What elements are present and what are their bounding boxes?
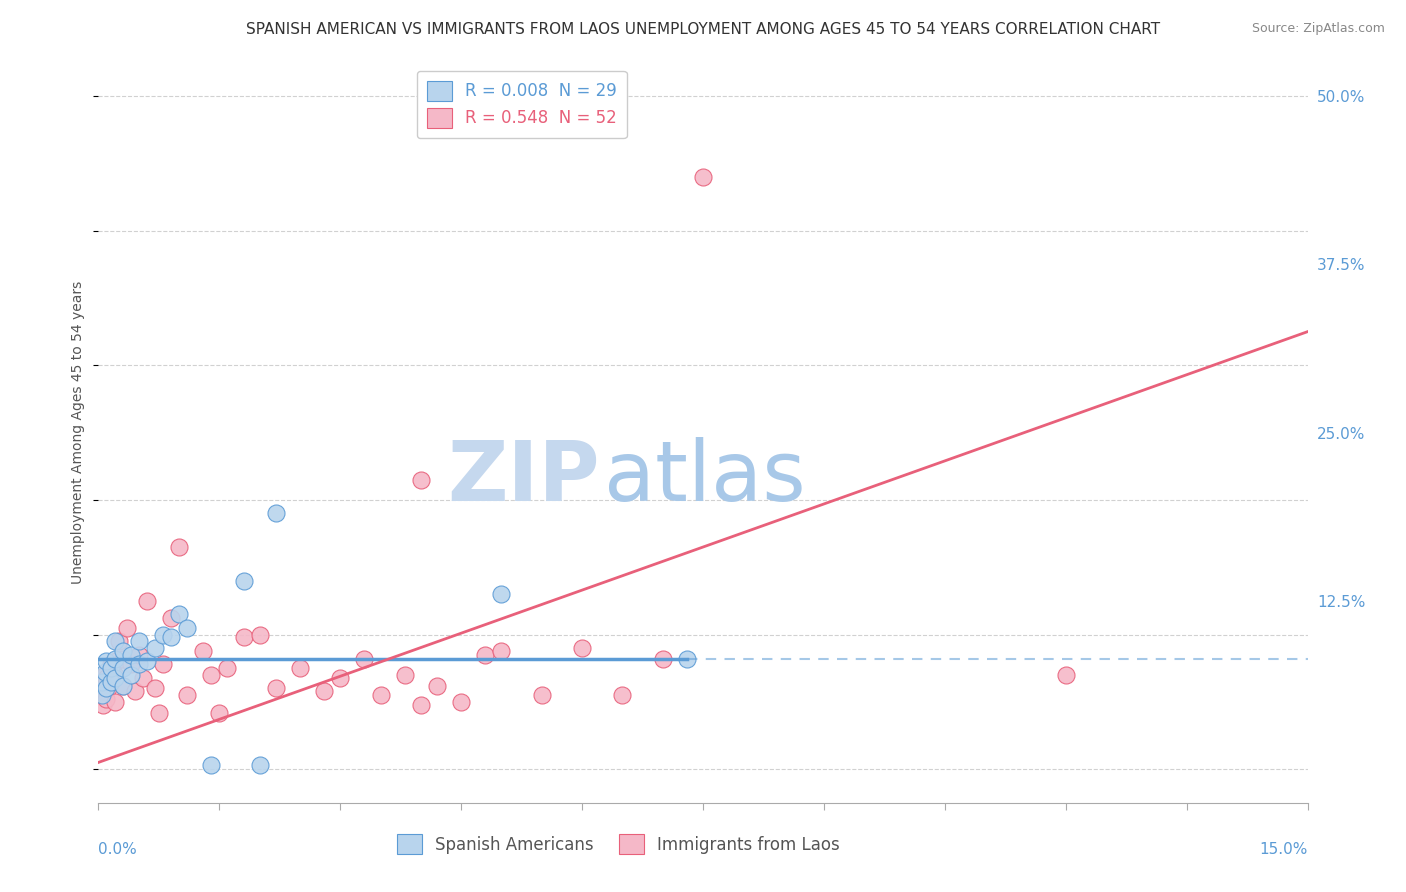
Text: ZIP: ZIP	[447, 436, 600, 517]
Point	[264, 507, 287, 521]
Point	[143, 640, 166, 655]
Point	[96, 692, 118, 706]
Point	[160, 611, 183, 625]
Point	[111, 661, 134, 675]
Point	[96, 671, 118, 685]
Point	[94, 665, 117, 680]
Point	[120, 668, 142, 682]
Point	[97, 681, 120, 696]
Point	[1054, 668, 1077, 682]
Point	[160, 630, 183, 644]
Point	[249, 758, 271, 772]
Point	[132, 671, 155, 685]
Point	[167, 607, 190, 622]
Point	[120, 657, 142, 672]
Point	[91, 698, 114, 712]
Point	[208, 706, 231, 720]
Point	[394, 668, 416, 682]
Point	[103, 668, 125, 682]
Point	[135, 655, 157, 669]
Point	[100, 657, 122, 672]
Point	[105, 655, 128, 669]
Point	[128, 634, 150, 648]
Text: 15.0%: 15.0%	[1260, 842, 1308, 856]
Point	[107, 634, 129, 648]
Point	[96, 655, 118, 669]
Point	[128, 657, 150, 672]
Point	[232, 630, 254, 644]
Point	[200, 758, 222, 772]
Text: 0.0%: 0.0%	[98, 842, 138, 856]
Point	[176, 621, 198, 635]
Point	[148, 706, 170, 720]
Point	[135, 594, 157, 608]
Point	[491, 587, 513, 601]
Point	[314, 684, 336, 698]
Point	[288, 661, 311, 675]
Point	[94, 668, 117, 682]
Point	[692, 169, 714, 184]
Point	[409, 473, 432, 487]
Point	[193, 643, 215, 657]
Point	[426, 679, 449, 693]
Point	[111, 643, 134, 657]
Point	[120, 648, 142, 662]
Point	[474, 648, 496, 662]
Point	[491, 643, 513, 657]
Point	[103, 634, 125, 648]
Point	[217, 661, 239, 675]
Point	[143, 681, 166, 696]
Point	[152, 627, 174, 641]
Point	[103, 671, 125, 685]
Point	[128, 648, 150, 662]
Text: SPANISH AMERICAN VS IMMIGRANTS FROM LAOS UNEMPLOYMENT AMONG AGES 45 TO 54 YEARS : SPANISH AMERICAN VS IMMIGRANTS FROM LAOS…	[246, 22, 1160, 37]
Point	[90, 688, 112, 702]
Point	[329, 671, 352, 685]
Y-axis label: Unemployment Among Ages 45 to 54 years: Unemployment Among Ages 45 to 54 years	[72, 281, 86, 584]
Point	[232, 574, 254, 588]
Point	[370, 688, 392, 702]
Point	[100, 674, 122, 689]
Point	[651, 652, 673, 666]
Point	[200, 668, 222, 682]
Point	[91, 674, 114, 689]
Point	[450, 695, 472, 709]
Point	[111, 679, 134, 693]
Point	[115, 621, 138, 635]
Point	[111, 679, 134, 693]
Point	[91, 688, 114, 702]
Point	[249, 627, 271, 641]
Point	[103, 652, 125, 666]
Point	[530, 688, 553, 702]
Point	[353, 652, 375, 666]
Point	[93, 684, 115, 698]
Point	[264, 681, 287, 696]
Point	[676, 652, 699, 666]
Legend: Spanish Americans, Immigrants from Laos: Spanish Americans, Immigrants from Laos	[391, 828, 846, 861]
Point	[152, 657, 174, 672]
Point	[176, 688, 198, 702]
Point	[96, 681, 118, 696]
Point	[167, 540, 190, 554]
Point	[111, 652, 134, 666]
Point	[571, 640, 593, 655]
Point	[103, 695, 125, 709]
Text: atlas: atlas	[603, 436, 806, 517]
Point	[91, 679, 114, 693]
Point	[100, 661, 122, 675]
Point	[612, 688, 634, 702]
Text: Source: ZipAtlas.com: Source: ZipAtlas.com	[1251, 22, 1385, 36]
Point	[124, 684, 146, 698]
Point	[409, 698, 432, 712]
